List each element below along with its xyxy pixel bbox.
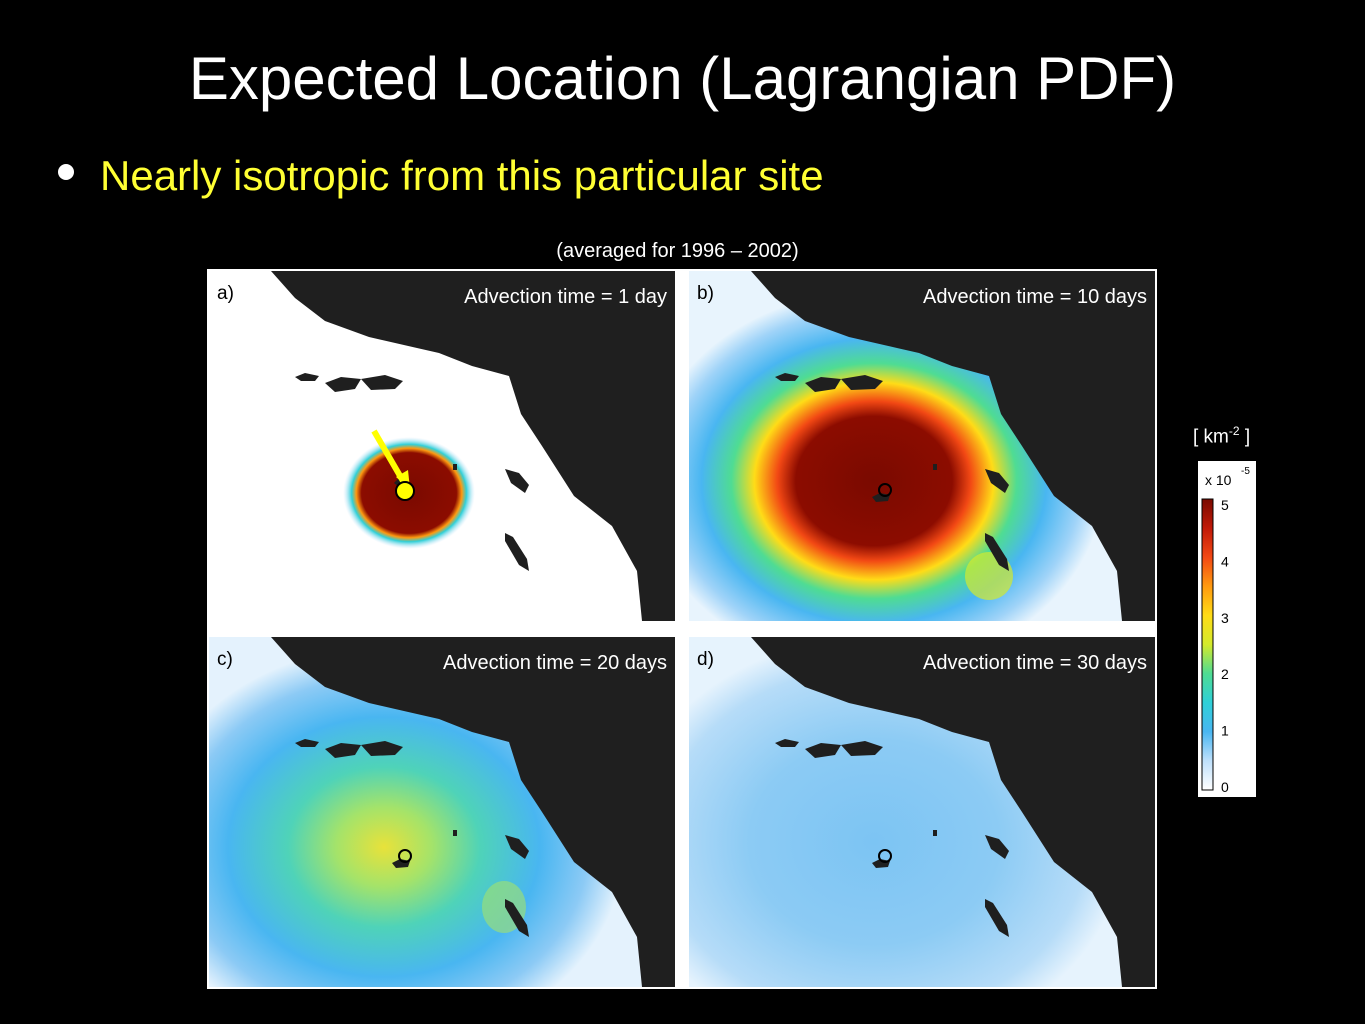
colorbar-scale-label: x 10 xyxy=(1205,472,1232,488)
panel-label: Advection time = 10 days xyxy=(923,286,1147,308)
colorbar-tick-label: 3 xyxy=(1221,610,1229,626)
colorbar-tick-label: 5 xyxy=(1221,497,1229,513)
panel-label: Advection time = 20 days xyxy=(443,652,667,674)
bullet-item: Nearly isotropic from this particular si… xyxy=(58,152,824,200)
colorbar-tick-label: 1 xyxy=(1221,723,1229,739)
map-panel-d: d) Advection time = 30 days xyxy=(689,637,1155,987)
colorbar-gradient xyxy=(1201,498,1214,791)
colorbar-tick-label: 0 xyxy=(1221,779,1229,795)
slide-title: Expected Location (Lagrangian PDF) xyxy=(188,45,1177,112)
panel-letter: c) xyxy=(217,649,233,670)
colorbar-tick-label: 4 xyxy=(1221,553,1229,569)
panel-letter: d) xyxy=(697,649,714,670)
colorbar-tick-label: 2 xyxy=(1221,666,1229,682)
bullet-text: Nearly isotropic from this particular si… xyxy=(100,152,824,199)
colorbar-unit-label: [ km-2 ] xyxy=(1193,424,1250,448)
panel-label: Advection time = 30 days xyxy=(923,652,1147,674)
unit-prefix: [ km xyxy=(1193,426,1229,448)
pdf-map-figure: a) Advection time = 1 day xyxy=(207,269,1157,989)
panel-label: Advection time = 1 day xyxy=(464,286,667,308)
map-panel-a: a) Advection time = 1 day xyxy=(209,271,675,621)
colorbar: x 10 -5 5 4 3 2 1 0 xyxy=(1198,461,1256,797)
panel-letter: b) xyxy=(697,283,714,304)
bullet-dot-icon xyxy=(58,164,74,180)
colorbar-scale-exponent: -5 xyxy=(1241,466,1250,477)
unit-exponent: -2 xyxy=(1228,424,1240,438)
figure-subtitle: (averaged for 1996 – 2002) xyxy=(556,240,799,262)
panel-letter: a) xyxy=(217,283,234,304)
unit-suffix: ] xyxy=(1239,426,1251,448)
map-panel-c: c) Advection time = 20 days xyxy=(209,637,675,987)
map-panel-b: b) Advection time = 10 days xyxy=(689,271,1155,621)
